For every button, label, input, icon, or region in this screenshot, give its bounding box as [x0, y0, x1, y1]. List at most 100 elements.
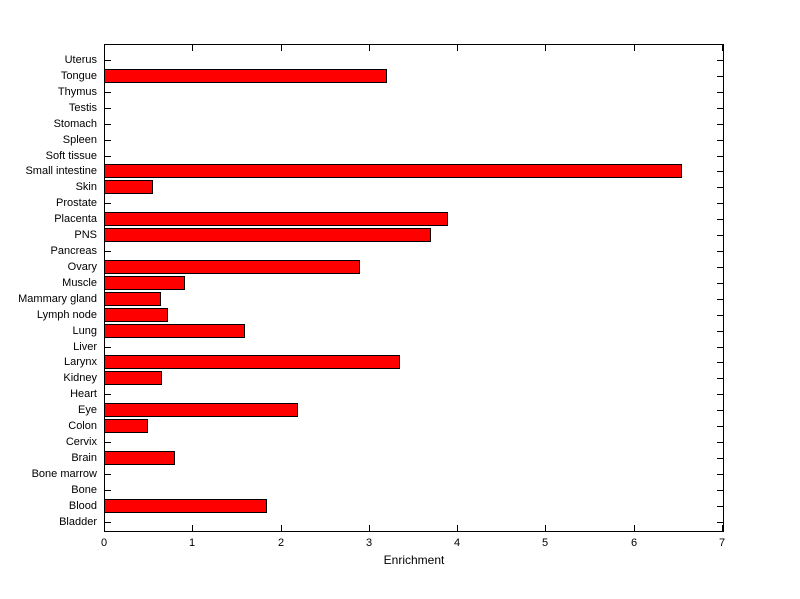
x-tick-label: 6 [630, 537, 638, 549]
y-tick-mark [105, 140, 111, 141]
y-tick-label: Heart [70, 388, 97, 401]
y-tick-mark [717, 458, 723, 459]
y-tick-label: Cervix [65, 436, 97, 449]
bar [104, 419, 148, 433]
x-tick-mark [545, 525, 546, 531]
y-tick-label: Pancreas [50, 245, 97, 258]
y-tick-mark [105, 124, 111, 125]
bar [104, 212, 448, 226]
y-tick-mark [105, 92, 111, 93]
bar [104, 371, 162, 385]
bar [104, 180, 153, 194]
y-tick-mark [717, 108, 723, 109]
y-tick-mark [717, 124, 723, 125]
bar [104, 324, 245, 338]
y-tick-mark [717, 299, 723, 300]
y-tick-label: Bone marrow [31, 467, 97, 480]
bar [104, 276, 185, 290]
bar [104, 69, 387, 83]
x-tick-mark [281, 45, 282, 51]
y-tick-label: Uterus [64, 54, 97, 66]
x-tick-mark [457, 45, 458, 51]
y-tick-label: Testis [68, 101, 97, 114]
y-tick-mark [105, 522, 111, 523]
bar [104, 260, 360, 274]
y-tick-label: Skin [75, 181, 97, 194]
y-tick-label: Placenta [54, 213, 97, 226]
x-tick-label: 5 [541, 537, 549, 549]
y-tick-label: Mammary gland [18, 292, 97, 305]
bar [104, 403, 298, 417]
y-tick-label: Larynx [63, 356, 97, 369]
y-tick-label: Blood [68, 499, 97, 512]
y-tick-mark [717, 347, 723, 348]
y-tick-label: Brain [71, 452, 97, 464]
y-tick-mark [717, 171, 723, 172]
y-tick-mark [717, 267, 723, 268]
bar [104, 499, 267, 513]
y-tick-label: Lymph node [36, 308, 97, 321]
bar [104, 164, 682, 178]
y-tick-label: Colon [68, 420, 97, 433]
y-tick-mark [717, 378, 723, 379]
y-tick-mark [105, 490, 111, 491]
y-tick-mark [105, 203, 111, 204]
y-tick-mark [105, 251, 111, 252]
y-tick-mark [717, 522, 723, 523]
y-tick-mark [105, 442, 111, 443]
y-tick-mark [717, 235, 723, 236]
y-tick-mark [105, 156, 111, 157]
x-tick-mark [634, 525, 635, 531]
y-tick-label: Prostate [56, 197, 97, 210]
y-tick-mark [717, 76, 723, 77]
y-tick-label: Tongue [60, 69, 97, 82]
bar [104, 451, 175, 465]
bar [104, 308, 168, 322]
x-tick-label: 1 [188, 537, 196, 549]
y-tick-mark [717, 442, 723, 443]
y-tick-mark [717, 490, 723, 491]
y-tick-mark [717, 251, 723, 252]
y-tick-mark [717, 410, 723, 411]
y-tick-mark [105, 474, 111, 475]
x-tick-mark [192, 525, 193, 531]
x-tick-mark [634, 45, 635, 51]
plot-area [104, 44, 724, 532]
y-tick-mark [717, 60, 723, 61]
x-tick-mark [192, 45, 193, 51]
y-tick-label: Muscle [62, 276, 97, 289]
y-tick-label: Kidney [63, 372, 97, 385]
y-tick-mark [717, 362, 723, 363]
x-tick-mark [722, 525, 723, 531]
x-tick-mark [281, 525, 282, 531]
bar [104, 228, 431, 242]
x-tick-label: 7 [718, 537, 726, 549]
y-tick-label: Stomach [53, 117, 97, 130]
y-tick-mark [105, 394, 111, 395]
y-tick-mark [105, 347, 111, 348]
x-tick-mark [369, 45, 370, 51]
x-tick-mark [104, 525, 105, 531]
y-tick-mark [105, 60, 111, 61]
y-tick-mark [717, 315, 723, 316]
y-tick-label: PNS [74, 229, 97, 242]
y-tick-label: Small intestine [25, 165, 97, 178]
x-tick-label: 0 [100, 537, 108, 549]
x-tick-mark [104, 45, 105, 51]
y-tick-mark [717, 506, 723, 507]
x-tick-label: 2 [277, 537, 285, 549]
x-tick-mark [545, 45, 546, 51]
bar [104, 292, 161, 306]
y-tick-mark [717, 474, 723, 475]
x-axis-title: Enrichment [383, 553, 445, 567]
x-tick-label: 3 [365, 537, 373, 549]
y-tick-label: Bone [71, 483, 97, 496]
bar [104, 355, 400, 369]
y-tick-label: Bladder [59, 515, 97, 528]
x-tick-mark [722, 45, 723, 51]
y-tick-mark [105, 108, 111, 109]
y-tick-mark [717, 187, 723, 188]
y-tick-mark [717, 203, 723, 204]
x-tick-mark [457, 525, 458, 531]
